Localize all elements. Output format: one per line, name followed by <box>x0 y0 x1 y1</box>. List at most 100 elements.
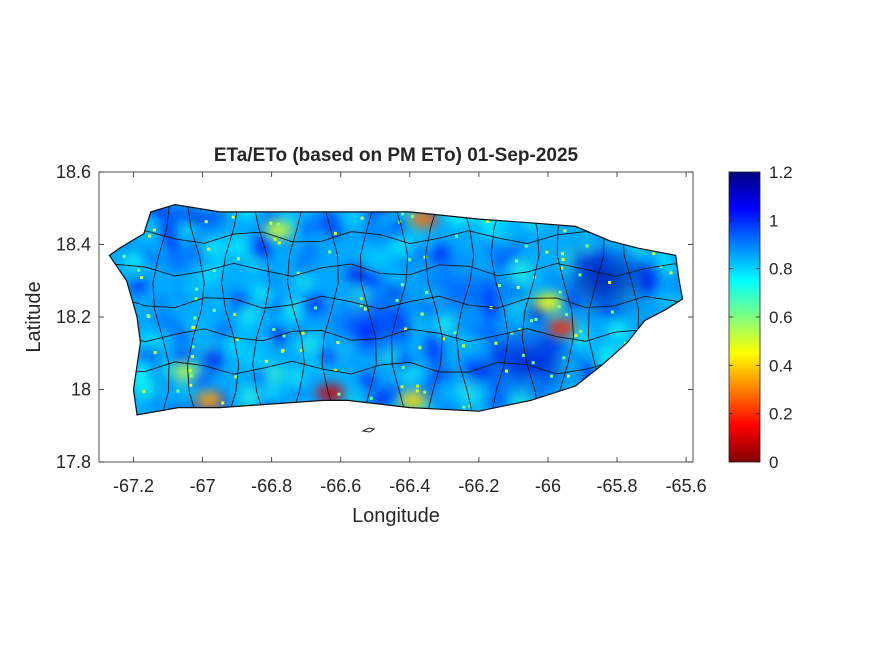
heat-cell <box>329 370 341 382</box>
heat-cell <box>139 345 158 364</box>
chart-title: ETa/ETo (based on PM ETo) 01-Sep-2025 <box>214 145 579 166</box>
heat-cell <box>201 223 219 241</box>
colorbar-tick-label: 0.8 <box>769 260 793 279</box>
heat-speckle <box>122 254 126 258</box>
municipality-line <box>456 204 475 415</box>
map-axes: -67.2 -67 -66.8 -66.6 -66.4 -66.2 -66 -65.8 -65.… <box>56 162 707 496</box>
heat-cell <box>418 332 443 356</box>
heat-speckle <box>574 333 578 337</box>
municipality-line <box>152 204 171 415</box>
heat-speckle <box>563 229 567 233</box>
heat-speckle <box>420 312 424 316</box>
heat-speckle <box>231 215 235 219</box>
heat-speckle <box>423 390 427 394</box>
heat-speckle <box>550 374 554 378</box>
heat-speckle <box>395 298 399 302</box>
heat-speckle <box>333 231 337 235</box>
heat-speckle <box>610 310 614 314</box>
heat-speckle <box>360 216 364 220</box>
municipality-line <box>116 262 683 277</box>
heat-speckle <box>137 268 141 272</box>
heat-cell <box>212 298 224 309</box>
y-tick-label: 17.8 <box>56 452 91 472</box>
heat-speckle <box>212 269 216 273</box>
y-tick-label: 18 <box>71 380 91 400</box>
heat-speckle <box>518 328 522 332</box>
y-tick-label: 18.2 <box>56 307 91 327</box>
heat-cell <box>503 282 526 305</box>
heat-cell <box>339 253 353 267</box>
heat-cell <box>147 397 159 408</box>
heat-cell <box>389 223 405 239</box>
heat-cell <box>262 275 280 293</box>
heat-speckle <box>498 284 502 288</box>
heat-cell <box>294 389 308 402</box>
heat-cell <box>306 357 320 371</box>
heat-speckle <box>404 327 408 331</box>
heat-cell <box>509 260 533 284</box>
heat-low-zone <box>399 391 428 410</box>
heat-speckle <box>296 271 300 275</box>
heat-cell <box>612 307 625 320</box>
heat-low-zone <box>547 318 576 337</box>
heat-speckle <box>400 283 404 287</box>
x-axis-ticks: -67.2 -67 -66.8 -66.6 -66.4 -66.2 -66 -65.8 -65.… <box>113 172 707 496</box>
heat-high-zone <box>337 302 414 347</box>
heat-speckle <box>314 306 318 310</box>
heat-speckle <box>561 252 565 256</box>
heat-cell <box>486 302 500 316</box>
heat-speckle <box>515 259 519 263</box>
heat-cell <box>517 318 528 329</box>
heat-cell <box>234 219 248 233</box>
heat-speckle <box>578 273 582 277</box>
heat-cell <box>608 319 629 340</box>
heat-low-zone <box>316 384 345 403</box>
heat-speckle <box>400 385 404 389</box>
heat-cell <box>384 284 402 302</box>
heat-cell <box>256 335 270 348</box>
heat-cell <box>252 234 271 253</box>
island-outline <box>108 203 684 416</box>
heat-cell <box>200 346 225 370</box>
heat-speckle <box>281 348 285 352</box>
heat-speckle <box>462 344 466 348</box>
heat-cell <box>505 241 520 256</box>
heat-speckle <box>558 290 562 294</box>
heat-cell <box>243 348 266 371</box>
heat-speckle <box>277 241 281 245</box>
heat-speckle <box>557 305 561 309</box>
heat-speckle <box>236 337 240 341</box>
heat-cell <box>138 389 150 401</box>
heat-cell <box>581 242 596 257</box>
municipality-line <box>221 204 240 415</box>
x-tick-label: -66.6 <box>320 476 361 496</box>
heat-speckle <box>359 303 363 307</box>
heat-speckle <box>264 359 268 363</box>
heat-cell <box>150 366 163 379</box>
heat-cell <box>232 344 244 356</box>
heat-cell <box>567 293 581 307</box>
heat-cell <box>287 368 305 386</box>
heat-cell <box>201 268 218 285</box>
heat-cell <box>469 326 482 338</box>
heat-speckle <box>153 351 157 355</box>
heat-speckle <box>194 297 198 301</box>
y-axis-label: Latitude <box>23 281 45 352</box>
x-tick-label: -66 <box>535 476 561 496</box>
heat-speckle <box>363 307 367 311</box>
heat-cell <box>318 346 338 367</box>
heat-speckle <box>359 297 363 301</box>
colorbar-ticks: 0 0.2 0.4 0.6 0.8 1 1.2 <box>729 163 793 472</box>
heat-speckle <box>188 369 192 373</box>
x-tick-label: -66.2 <box>458 476 499 496</box>
heat-cell <box>660 258 677 275</box>
heat-cell <box>160 315 176 331</box>
heat-speckle <box>561 258 565 262</box>
heat-cell <box>130 277 147 294</box>
heat-speckle <box>415 389 419 393</box>
heat-cell <box>253 372 268 387</box>
heat-high-zone <box>568 258 645 303</box>
heat-cell <box>185 282 197 294</box>
small-island-vieques <box>361 427 376 433</box>
